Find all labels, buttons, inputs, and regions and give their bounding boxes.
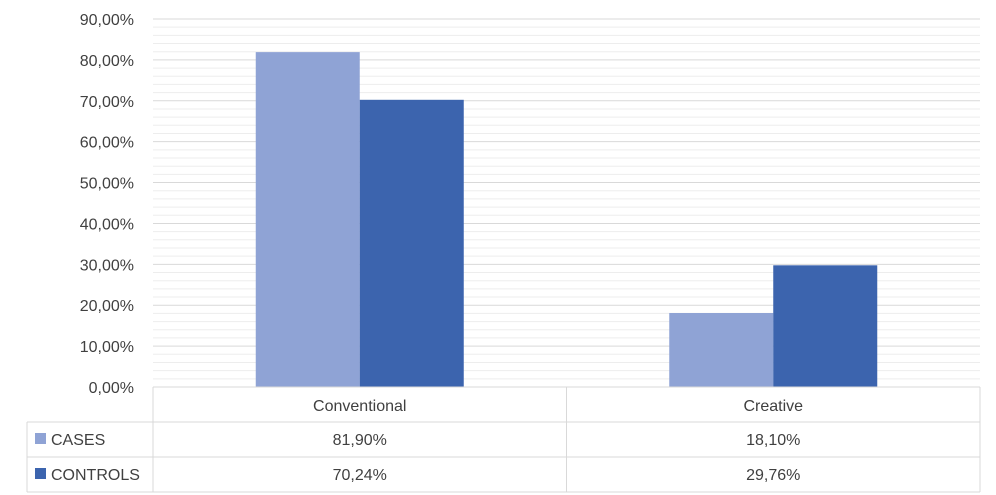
y-tick-label: 70,00% bbox=[80, 94, 134, 111]
y-tick-label: 90,00% bbox=[80, 12, 134, 29]
data-table: Conventional Creative CASES 81,90% 18,10% CON… bbox=[26, 386, 981, 493]
legend-label-controls: CONTROLS bbox=[51, 467, 140, 484]
data-label: 29,76% bbox=[746, 467, 800, 484]
y-tick-label: 80,00% bbox=[80, 53, 134, 70]
data-label: 81,90% bbox=[333, 432, 387, 449]
bar-controls-conventional bbox=[359, 99, 464, 387]
y-axis-ticks: 0,00% 10,00% 20,00% 30,00% 40,00% 50,00% 60,00… bbox=[80, 12, 134, 397]
data-label: 18,10% bbox=[746, 432, 800, 449]
data-label: 70,24% bbox=[333, 467, 387, 484]
y-tick-label: 10,00% bbox=[80, 339, 134, 356]
x-category-label: Conventional bbox=[313, 398, 406, 415]
x-category-label: Creative bbox=[743, 398, 803, 415]
legend-label-cases: CASES bbox=[51, 432, 105, 449]
y-tick-label: 50,00% bbox=[80, 176, 134, 193]
y-tick-label: 60,00% bbox=[80, 135, 134, 152]
legend-swatch-cases bbox=[35, 433, 46, 444]
bar-controls-creative bbox=[773, 265, 878, 387]
bar-cases-conventional bbox=[255, 52, 360, 388]
y-tick-label: 20,00% bbox=[80, 298, 134, 315]
legend-swatch-controls bbox=[35, 468, 46, 479]
y-tick-label: 40,00% bbox=[80, 216, 134, 233]
bars bbox=[255, 52, 878, 388]
y-tick-label: 0,00% bbox=[89, 380, 134, 397]
bar-cases-creative bbox=[669, 312, 774, 387]
y-tick-label: 30,00% bbox=[80, 257, 134, 274]
